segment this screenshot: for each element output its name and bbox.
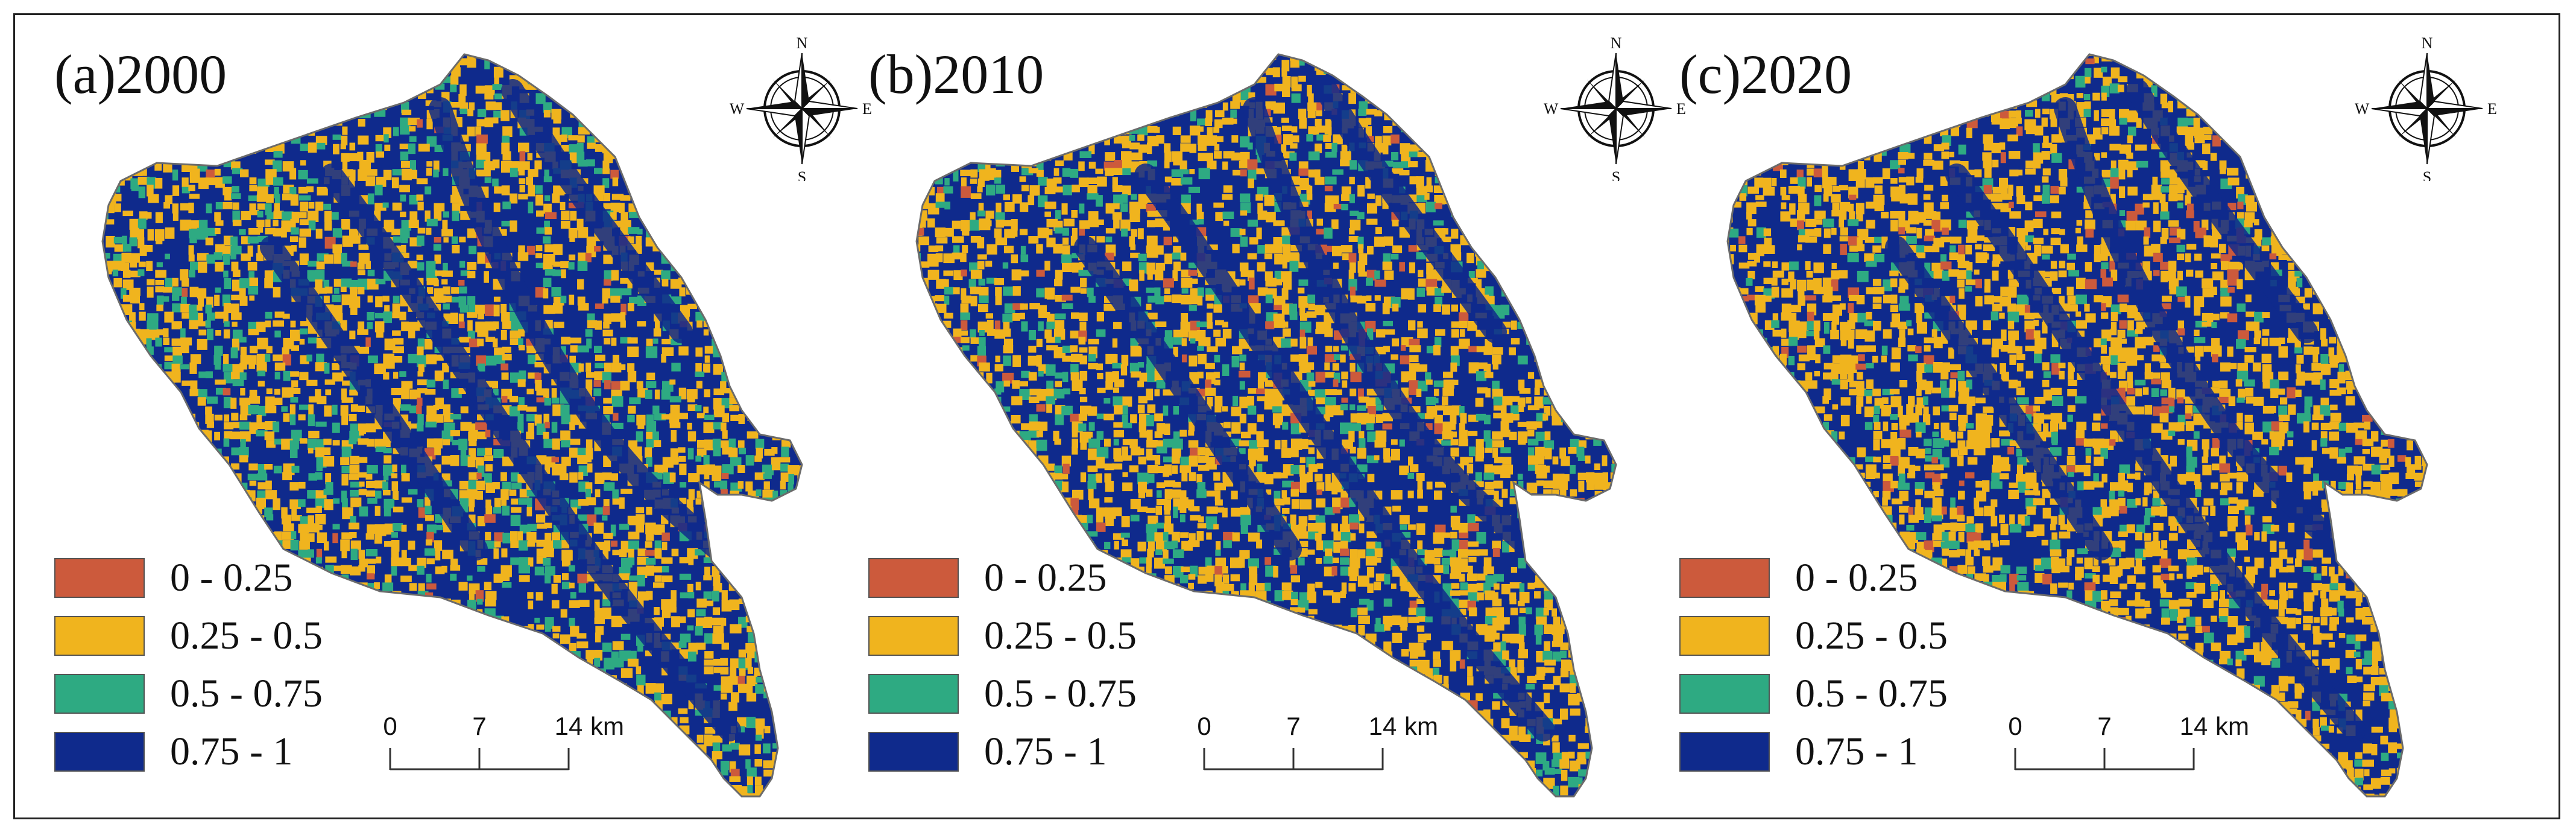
- scale-unit-label: km: [2215, 712, 2249, 740]
- compass-south-label: S: [798, 168, 806, 181]
- scale-bar: 0 7 14 km: [1197, 712, 1438, 778]
- raster-map: [915, 53, 1617, 798]
- legend-label: 0.25 - 0.5: [1795, 614, 1948, 658]
- legend-item: 0.75 - 1: [1679, 723, 1948, 781]
- legend-swatch: [54, 616, 145, 656]
- north-arrow-icon: N S E W: [1544, 34, 1688, 186]
- scale-tick-label: 7: [472, 712, 487, 740]
- legend-label: 0.5 - 0.75: [1795, 671, 1948, 716]
- legend-swatch: [868, 674, 959, 714]
- region-boundary: [101, 53, 803, 798]
- compass-north-label: N: [797, 36, 808, 52]
- legend-label: 0.25 - 0.5: [984, 614, 1137, 658]
- legend-item: 0 - 0.25: [54, 549, 323, 607]
- legend-swatch: [868, 616, 959, 656]
- north-arrow-icon: N S E W: [730, 34, 874, 186]
- scale-tick-label: 7: [2097, 712, 2112, 740]
- scale-bar: 0 7 14 km: [383, 712, 624, 778]
- legend-item: 0.25 - 0.5: [1679, 607, 1948, 665]
- legend-label: 0.25 - 0.5: [170, 614, 323, 658]
- raster-cells: [917, 54, 1616, 796]
- scale-tick-label: 0: [2008, 712, 2022, 740]
- map-panel-3: (c)2020 N S E W 0 - 0.25 0.25 - 0.5 0.5 - …: [1643, 18, 2497, 802]
- panel-title: (c)2020: [1679, 43, 1852, 105]
- legend-swatch: [868, 558, 959, 598]
- scale-tick-label: 14: [554, 712, 583, 740]
- scale-unit-label: km: [590, 712, 624, 740]
- scale-bar: 0 7 14 km: [2008, 712, 2249, 778]
- scale-tick-label: 7: [1286, 712, 1301, 740]
- scale-tick-label: 14: [1368, 712, 1397, 740]
- legend-item: 0.5 - 0.75: [868, 665, 1137, 723]
- legend-swatch: [1679, 732, 1770, 772]
- compass-west-label: W: [1544, 100, 1559, 118]
- legend-item: 0.75 - 1: [54, 723, 323, 781]
- region-boundary: [915, 53, 1617, 798]
- legend-label: 0.75 - 1: [984, 729, 1107, 773]
- legend-swatch: [868, 732, 959, 772]
- raster-map: [101, 53, 803, 798]
- legend-item: 0.25 - 0.5: [868, 607, 1137, 665]
- legend-label: 0.5 - 0.75: [170, 671, 323, 716]
- legend-swatch: [1679, 616, 1770, 656]
- legend-swatch: [54, 674, 145, 714]
- compass-north-label: N: [1611, 36, 1622, 52]
- legend-swatch: [54, 732, 145, 772]
- panel-title: (a)2000: [54, 43, 227, 105]
- legend-item: 0 - 0.25: [868, 549, 1137, 607]
- map-panel-2: (b)2010 N S E W 0 - 0.25 0.25 - 0.5 0.5 - …: [832, 18, 1686, 802]
- legend-label: 0.5 - 0.75: [984, 671, 1137, 716]
- legend-label: 0 - 0.25: [1795, 556, 1918, 600]
- raster-map: [1726, 53, 2428, 798]
- legend-swatch: [1679, 674, 1770, 714]
- region-boundary: [1726, 53, 2428, 798]
- legend: 0 - 0.25 0.25 - 0.5 0.5 - 0.75 0.75 - 1: [54, 549, 323, 781]
- legend-swatch: [54, 558, 145, 598]
- panel-title: (b)2010: [868, 43, 1044, 105]
- legend-label: 0 - 0.25: [170, 556, 293, 600]
- legend-item: 0.5 - 0.75: [1679, 665, 1948, 723]
- scale-tick-label: 0: [1197, 712, 1211, 740]
- legend-label: 0.75 - 1: [1795, 729, 1918, 773]
- compass-north-label: N: [2422, 36, 2433, 52]
- legend-label: 0 - 0.25: [984, 556, 1107, 600]
- legend-label: 0.75 - 1: [170, 729, 293, 773]
- compass-east-label: E: [2487, 100, 2497, 118]
- legend: 0 - 0.25 0.25 - 0.5 0.5 - 0.75 0.75 - 1: [1679, 549, 1948, 781]
- legend-swatch: [1679, 558, 1770, 598]
- compass-west-label: W: [730, 100, 745, 118]
- legend-item: 0.75 - 1: [868, 723, 1137, 781]
- compass-south-label: S: [2423, 168, 2431, 181]
- legend-item: 0.5 - 0.75: [54, 665, 323, 723]
- legend: 0 - 0.25 0.25 - 0.5 0.5 - 0.75 0.75 - 1: [868, 549, 1137, 781]
- map-panel-1: (a)2000 N S E W 0 - 0.25 0.25 - 0.5 0.5 - …: [18, 18, 872, 802]
- north-arrow-icon: N S E W: [2355, 34, 2499, 186]
- compass-east-label: E: [1676, 100, 1686, 118]
- scale-unit-label: km: [1404, 712, 1438, 740]
- scale-tick-label: 14: [2179, 712, 2208, 740]
- scale-tick-label: 0: [383, 712, 397, 740]
- compass-south-label: S: [1612, 168, 1620, 181]
- compass-east-label: E: [862, 100, 872, 118]
- compass-west-label: W: [2355, 100, 2370, 118]
- legend-item: 0 - 0.25: [1679, 549, 1948, 607]
- legend-item: 0.25 - 0.5: [54, 607, 323, 665]
